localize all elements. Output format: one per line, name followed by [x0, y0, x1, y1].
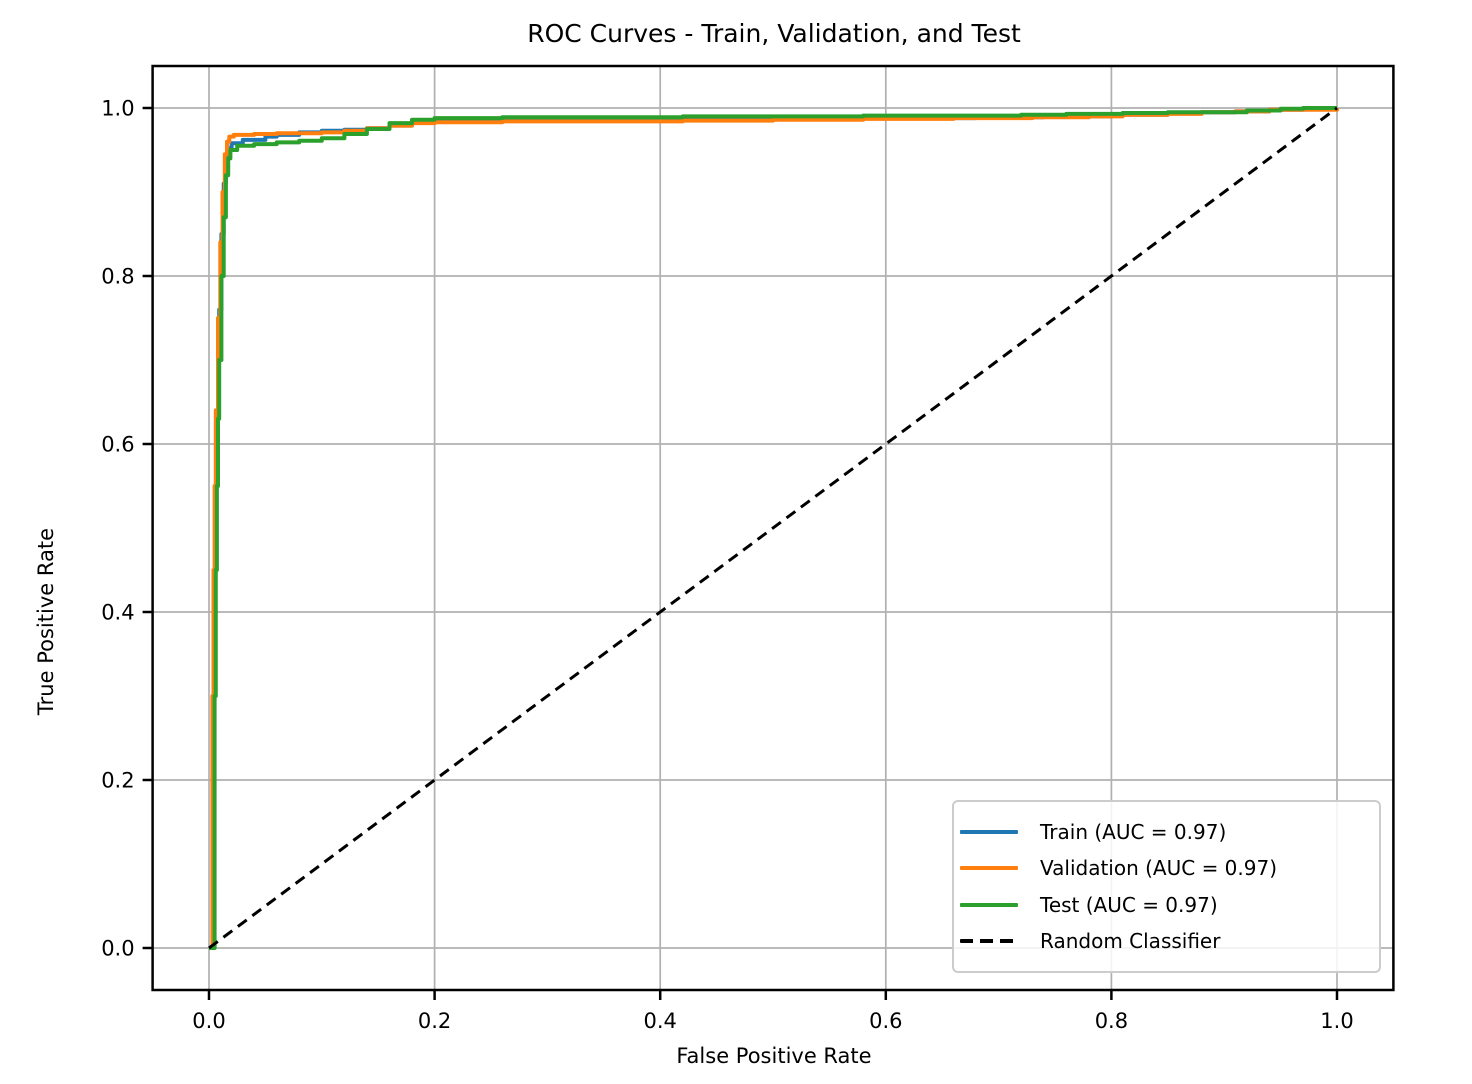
legend-label-test: Test (AUC = 0.97) [1040, 892, 1218, 917]
axes-frame [151, 64, 1395, 992]
x-tick-label: 0.2 [418, 1009, 451, 1033]
x-tick-label: 1.0 [1320, 1009, 1353, 1033]
legend-entry-random-classifier: Random Classifier [960, 930, 1375, 952]
y-tick-label: 0.6 [101, 433, 134, 457]
legend: Train (AUC = 0.97) Validation (AUC = 0.9… [952, 800, 1381, 973]
x-tick-label: 0.6 [869, 1009, 902, 1033]
legend-entry-validation: Validation (AUC = 0.97) [960, 857, 1375, 879]
random-classifier-dashed-swatch [960, 939, 1018, 944]
validation-line-swatch [960, 866, 1018, 871]
y-tick-label: 1.0 [101, 97, 134, 121]
legend-entry-test: Test (AUC = 0.97) [960, 894, 1375, 916]
chart-title: ROC Curves - Train, Validation, and Test [527, 19, 1021, 48]
y-tick-label: 0.0 [101, 937, 134, 961]
legend-entry-train: Train (AUC = 0.97) [960, 821, 1375, 843]
y-axis-label-text: True Positive Rate [34, 528, 58, 716]
y-tick-label: 0.8 [101, 265, 134, 289]
y-tick-label: 0.4 [101, 601, 134, 625]
x-tick-label: 0.8 [1095, 1009, 1128, 1033]
random-classifier-line [208, 106, 1338, 950]
y-tick-label: 0.2 [101, 769, 134, 793]
legend-label-validation: Validation (AUC = 0.97) [1040, 856, 1278, 881]
train-line-swatch [960, 829, 1018, 834]
legend-label-random-classifier: Random Classifier [1040, 929, 1221, 954]
legend-label-train: Train (AUC = 0.97) [1040, 819, 1227, 844]
test-line-swatch [960, 902, 1018, 907]
roc-curve-test [209, 106, 1337, 950]
x-tick-label: 0.4 [643, 1009, 676, 1033]
x-tick-label: 0.0 [192, 1009, 225, 1033]
x-axis-label: False Positive Rate [676, 1044, 872, 1068]
